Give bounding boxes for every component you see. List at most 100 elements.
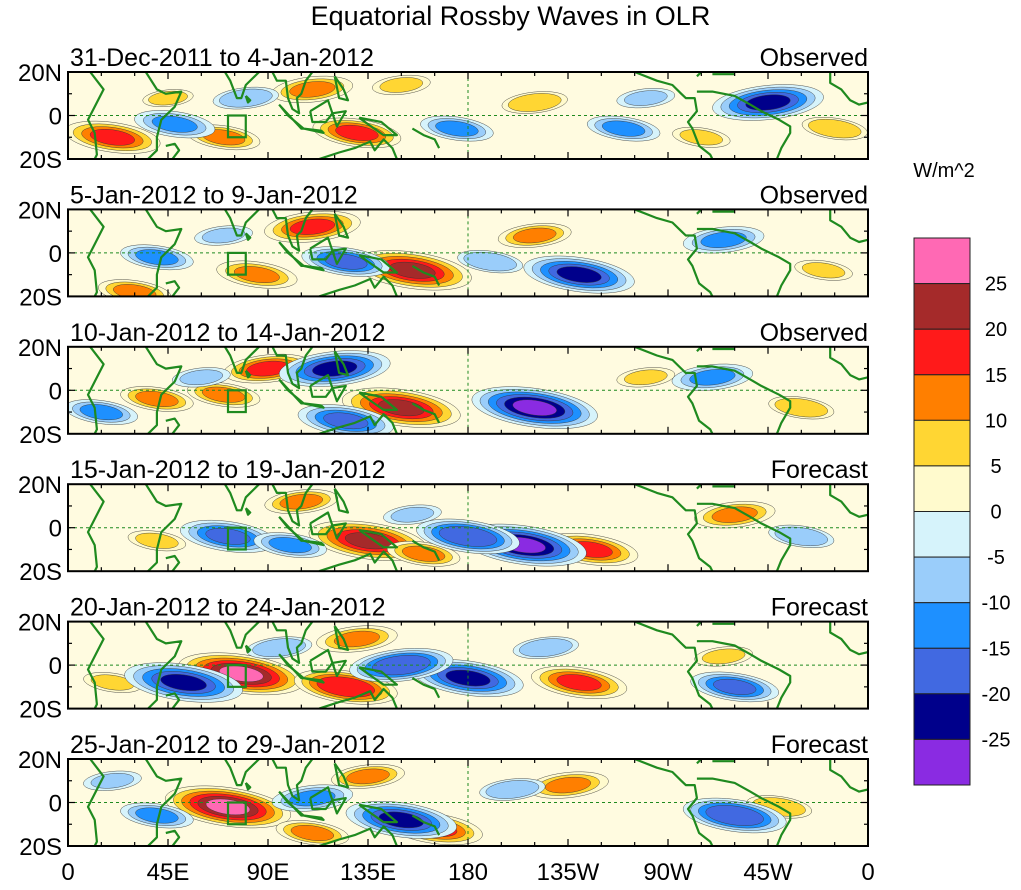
panel-2: 20N 0 20S 5-Jan-2012 to 9-Jan-2012 Observed xyxy=(18,181,869,311)
y-tick-label: 20S xyxy=(19,284,62,311)
contour-level xyxy=(700,231,747,248)
anomaly-blob xyxy=(471,386,598,429)
anomaly-blob xyxy=(512,636,579,659)
x-tick-label: 0 xyxy=(861,859,874,886)
panel-status: Forecast xyxy=(771,456,868,484)
contour-level xyxy=(556,674,602,691)
colorbar-swatch xyxy=(913,602,971,649)
contour-level xyxy=(713,678,757,695)
contour-level xyxy=(624,369,668,386)
anomaly-blob xyxy=(682,797,787,834)
coastline xyxy=(86,484,868,572)
panel-period: 25-Jan-2012 to 29-Jan-2012 xyxy=(70,731,386,759)
y-tick-label: 20S xyxy=(19,422,62,449)
anomaly-blob xyxy=(531,666,628,699)
contour-level xyxy=(689,369,736,386)
coastline xyxy=(86,759,868,846)
colorbar-label: 0 xyxy=(990,502,1001,524)
anomaly-blob xyxy=(694,646,753,667)
anomaly-blob xyxy=(794,259,853,281)
panel-period: 31-Dec-2011 to 4-Jan-2012 xyxy=(70,44,374,72)
y-tick-label: 20S xyxy=(19,147,62,174)
anomaly-blob xyxy=(616,88,676,109)
colorbar-swatch xyxy=(913,738,971,786)
contour-level xyxy=(135,807,179,824)
anomaly-blob xyxy=(180,519,276,553)
colorbar-label: -25 xyxy=(982,729,1011,751)
colorbar-units: W/m^2 xyxy=(913,160,975,182)
anomaly-blob xyxy=(120,802,194,829)
x-tick-label: 45W xyxy=(743,859,793,886)
y-tick-label: 0 xyxy=(49,653,62,680)
x-tick-label: 0 xyxy=(61,859,74,886)
y-tick-label: 20N xyxy=(18,472,62,499)
contour-level xyxy=(705,805,764,826)
contour-level xyxy=(160,674,207,691)
region-box xyxy=(226,114,247,139)
colorbar-swatch xyxy=(913,647,971,695)
contour-level xyxy=(316,676,375,698)
anomaly-blob xyxy=(331,764,405,789)
anomaly-blob xyxy=(479,778,546,801)
colorbar-label: 20 xyxy=(985,319,1007,341)
x-tick-label: 135E xyxy=(340,859,396,886)
panel-4: 20N 0 20S 15-Jan-2012 to 19-Jan-2012 Forecas… xyxy=(18,456,869,586)
contour-level xyxy=(512,399,557,416)
anomaly-blob xyxy=(672,126,731,148)
contour-level xyxy=(679,129,723,146)
colorbar-label: -10 xyxy=(982,593,1011,615)
anomaly-blob xyxy=(349,648,454,683)
panel-1: 20N 0 20S 31-Dec-2011 to 4-Jan-2012 Observed xyxy=(18,44,869,174)
y-tick-label: 0 xyxy=(49,516,62,543)
anomaly-blob xyxy=(694,501,776,529)
region-box xyxy=(226,389,247,414)
coastline xyxy=(86,209,868,297)
contour-level xyxy=(390,506,435,523)
panel-period: 5-Jan-2012 to 9-Jan-2012 xyxy=(70,181,358,209)
contour-level xyxy=(89,129,135,146)
y-tick-label: 20N xyxy=(18,610,62,637)
y-tick-label: 0 xyxy=(49,241,62,268)
anomaly-blob xyxy=(768,524,835,548)
anomaly-blob xyxy=(501,91,568,114)
y-tick-label: 20S xyxy=(19,697,62,724)
panel-period: 15-Jan-2012 to 19-Jan-2012 xyxy=(70,456,386,484)
anomaly-blob xyxy=(120,244,194,271)
x-tick-label: 45E xyxy=(147,859,190,886)
contour-level xyxy=(135,532,179,549)
anomaly-blob xyxy=(497,223,572,248)
colorbar-swatch xyxy=(913,693,971,740)
contour-level xyxy=(372,655,431,676)
anomaly-blob xyxy=(616,367,676,388)
colorbar-label: -15 xyxy=(982,638,1011,660)
contour-level xyxy=(556,266,602,283)
x-tick-label: 90E xyxy=(247,859,290,886)
contour-level xyxy=(463,252,517,272)
contour-level xyxy=(438,526,498,547)
region-box xyxy=(226,526,247,551)
contour-level xyxy=(346,768,390,785)
anomaly-blob xyxy=(68,120,161,154)
anomaly-blob xyxy=(801,117,868,141)
contour-level xyxy=(801,262,846,279)
y-tick-label: 20S xyxy=(19,559,62,586)
anomaly-field xyxy=(127,489,835,567)
contour-level xyxy=(289,789,336,807)
contour-level xyxy=(323,412,369,430)
y-tick-label: 0 xyxy=(49,104,62,131)
anomaly-blob xyxy=(683,226,765,254)
panel-status: Observed xyxy=(760,44,868,72)
colorbar-swatch xyxy=(913,283,971,330)
contour-level xyxy=(135,391,179,407)
anomaly-blob xyxy=(172,367,231,388)
contour-level xyxy=(485,780,540,799)
contour-level xyxy=(745,94,791,111)
x-tick-label: 90W xyxy=(643,859,693,886)
contour-level xyxy=(90,773,135,789)
anomaly-blob xyxy=(690,671,779,703)
coastline xyxy=(86,346,868,434)
region-box xyxy=(226,663,247,688)
anomaly-field xyxy=(98,210,853,297)
contour-level xyxy=(513,227,557,244)
